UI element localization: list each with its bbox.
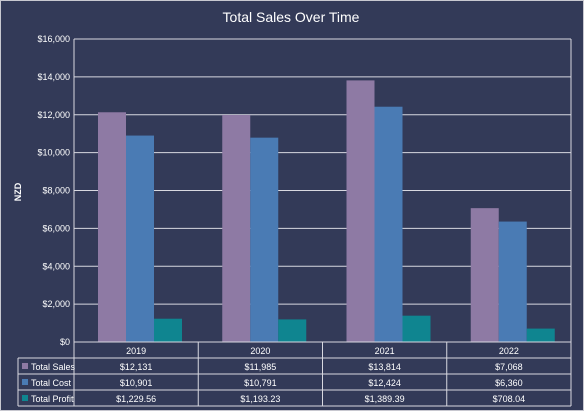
x-tick-label: 2021 [375,346,395,356]
bar [126,136,154,342]
legend-entry: Total Cost [31,378,72,388]
x-tick-label: 2020 [250,346,270,356]
y-tick-label: $10,000 [37,148,70,158]
bar [375,107,403,342]
data-label: $1,193.23 [240,394,280,404]
y-tick-label: $6,000 [42,223,70,233]
bar [250,138,278,342]
bar [347,80,375,342]
y-tick-label: $16,000 [37,34,70,44]
bar [278,319,306,342]
data-label: $6,360 [495,378,523,388]
bar [98,112,126,342]
bar [403,316,431,342]
y-axis-label: NZD [13,182,23,201]
bar [527,329,555,342]
data-label: $11,985 [244,362,276,372]
bar [154,319,182,342]
data-label: $1,389.39 [365,394,405,404]
data-table: 2019 2020 2021 2022 Total Sales $12,131 $11,98… [18,342,571,406]
x-tick-label: 2019 [126,346,146,356]
data-label: $708.04 [493,394,526,404]
bars [98,80,555,342]
y-tick-label: $0 [60,337,70,347]
bar [471,208,499,342]
legend-entry: Total Profit [31,394,74,404]
data-label: $13,814 [368,362,401,372]
x-tick-label: 2022 [499,346,519,356]
data-label: $7,068 [495,362,523,372]
legend-key [22,363,28,369]
y-tick-label: $2,000 [42,299,70,309]
bar [499,222,527,342]
legend-key [22,379,28,385]
y-tick-label: $12,000 [37,110,70,120]
data-label: $12,131 [120,362,153,372]
y-tick-label: $4,000 [42,261,70,271]
chart-title: Total Sales Over Time [223,9,360,25]
data-label: $10,901 [120,378,153,388]
y-tick-label: $14,000 [37,72,70,82]
y-tick-label: $8,000 [42,186,70,196]
data-label: $1,229.56 [116,394,156,404]
legend-key [22,395,28,401]
y-axis-ticks: $0 $2,000 $4,000 $6,000 $8,000 $10,000 $12,000… [37,34,70,347]
data-label: $12,424 [368,378,401,388]
data-label: $10,791 [244,378,277,388]
bar [222,115,250,342]
legend-entry: Total Sales [31,362,76,372]
